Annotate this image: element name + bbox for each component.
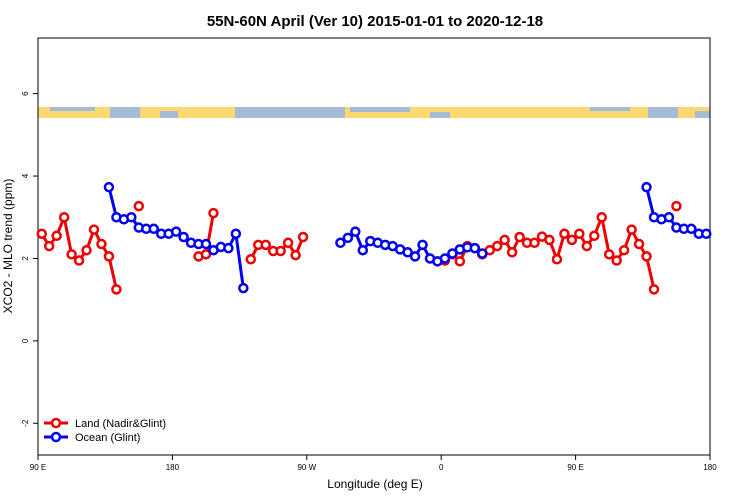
data-point (51, 230, 62, 242)
data-point (671, 200, 682, 212)
legend-marker (50, 431, 62, 443)
x-axis-label: Longitude (deg E) (327, 477, 422, 491)
y-tick-label: -2 (21, 419, 30, 427)
data-point (529, 237, 540, 249)
data-point (208, 207, 219, 219)
series-line (107, 186, 707, 289)
chart-title: 55N-60N April (Ver 10) 2015-01-01 to 202… (207, 13, 543, 30)
data-point (544, 234, 555, 246)
data-point (133, 200, 145, 212)
x-tick-label: 180 (703, 463, 717, 472)
legend-marker (50, 417, 62, 429)
data-point (506, 247, 518, 258)
x-tick-label: 180 (166, 463, 180, 472)
data-point (81, 244, 92, 256)
data-point (477, 248, 488, 259)
data-point (551, 254, 563, 265)
data-point (402, 247, 413, 258)
y-tick-label: 6 (21, 91, 30, 96)
data-point (566, 234, 578, 246)
data-point (342, 232, 354, 244)
data-point (200, 238, 212, 250)
data-point (200, 249, 212, 260)
data-point (469, 242, 481, 254)
data-point (357, 244, 369, 256)
data-point (230, 228, 242, 239)
data-point (603, 249, 615, 260)
data-point (701, 228, 712, 239)
data-point (454, 256, 466, 267)
data-point (611, 255, 622, 266)
data-point (641, 181, 652, 193)
data-point (350, 226, 361, 237)
data-point (148, 223, 159, 235)
data-point (245, 254, 257, 265)
data-point (111, 284, 122, 295)
data-point (581, 240, 593, 252)
data-point (335, 237, 346, 249)
data-point (633, 238, 645, 250)
data-point (103, 181, 115, 193)
plot-frame (37, 37, 711, 456)
data-point (626, 224, 637, 235)
y-axis-label: XCO2 - MLO trend (ppm) (1, 179, 15, 314)
data-point (596, 211, 607, 223)
data-point (574, 228, 585, 239)
data-point (439, 253, 451, 264)
x-tick-label: 0 (439, 463, 444, 472)
data-point (126, 211, 137, 223)
data-point (641, 251, 652, 262)
data-point (499, 234, 510, 246)
data-point (178, 231, 189, 243)
data-point (275, 245, 286, 257)
data-point (559, 228, 570, 239)
data-point (686, 223, 697, 235)
data-point (260, 239, 271, 251)
map-strip (38, 107, 710, 118)
data-point (88, 224, 100, 235)
data-point (73, 255, 85, 266)
data-point (36, 228, 47, 239)
x-tick-label: 90 W (297, 463, 316, 472)
data-point (618, 244, 630, 256)
data-point (238, 282, 249, 294)
data-point (282, 237, 294, 249)
data-point (589, 230, 600, 242)
legend-label: Ocean (Glint) (75, 432, 140, 444)
y-tick-label: 0 (21, 338, 30, 343)
data-point (514, 231, 525, 243)
y-tick-label: 4 (21, 173, 30, 178)
x-tick-label: 90 E (567, 463, 583, 472)
data-point (491, 240, 503, 252)
data-point (290, 249, 301, 261)
data-point (43, 240, 55, 252)
data-point (58, 211, 70, 223)
legend-label: Land (Nadir&Glint) (75, 418, 166, 430)
data-point (96, 238, 107, 250)
data-point (648, 284, 660, 295)
data-point (663, 211, 675, 223)
y-tick-label: 2 (21, 256, 30, 261)
data-point (223, 242, 234, 254)
data-point (170, 226, 182, 237)
data-point (66, 249, 77, 260)
x-tick-label: 90 E (30, 463, 46, 472)
data-point (447, 248, 458, 259)
data-point (103, 251, 115, 262)
data-point (417, 239, 428, 251)
data-point (297, 231, 309, 243)
data-point (409, 251, 421, 262)
